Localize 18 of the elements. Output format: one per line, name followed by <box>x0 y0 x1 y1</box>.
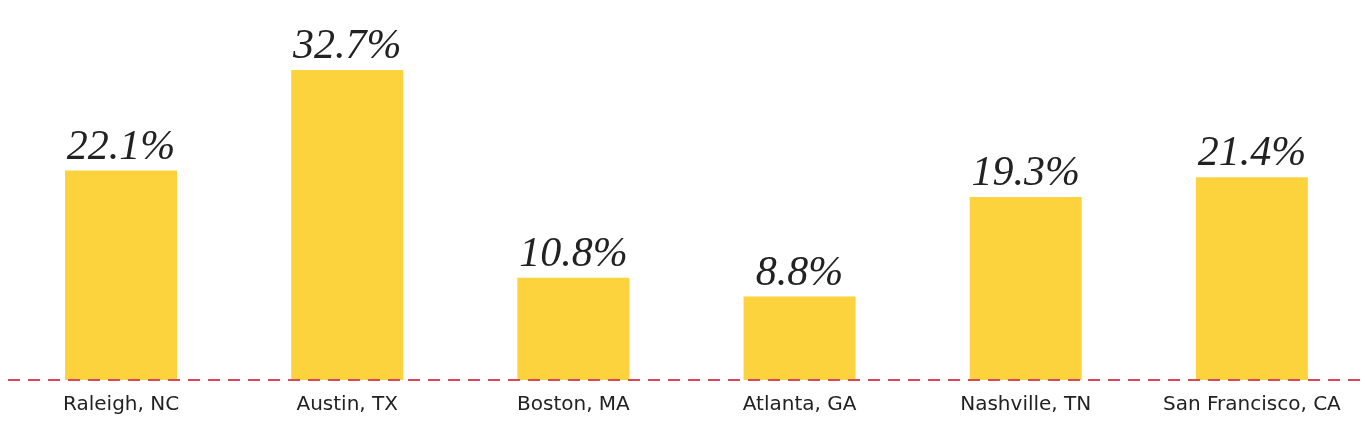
data-label: 32.7% <box>291 21 402 68</box>
x-tick-label: Austin, TX <box>296 391 399 416</box>
bar <box>517 277 630 380</box>
x-tick-label: Boston, MA <box>517 391 631 416</box>
x-tick-label: Raleigh, NC <box>63 391 180 416</box>
bar <box>743 296 856 380</box>
data-label: 21.4% <box>1197 128 1307 175</box>
bar <box>291 70 404 380</box>
bar <box>1195 177 1308 380</box>
data-label: 19.3% <box>971 148 1080 195</box>
bar <box>65 170 178 380</box>
data-label: 22.1% <box>66 121 176 168</box>
bar <box>969 197 1082 380</box>
data-label: 8.8% <box>755 247 844 294</box>
data-label: 10.8% <box>519 228 628 275</box>
x-tick-label: Nashville, TN <box>960 391 1092 416</box>
x-tick-label: San Francisco, CA <box>1163 391 1342 416</box>
x-tick-label: Atlanta, GA <box>742 391 857 416</box>
